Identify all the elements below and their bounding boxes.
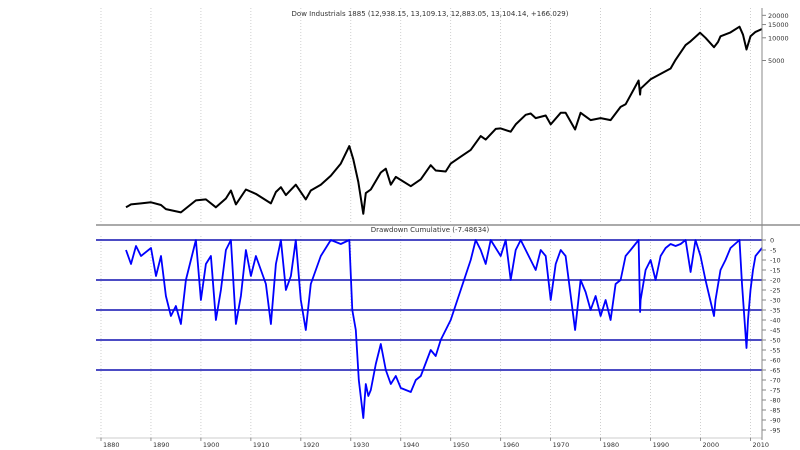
drawdown-y-tick-label: -65 [770, 367, 781, 375]
x-tick-label: 1940 [403, 441, 420, 449]
drawdown-y-tick-label: -75 [770, 387, 781, 395]
x-tick-label: 1880 [103, 441, 120, 449]
drawdown-y-tick-label: -55 [770, 347, 781, 355]
drawdown-y-axis-ticks: 0 -5 -10 -15 -20 -25 -30 -35 -40 -45 -50 -55 -60 -65 -… [762, 237, 781, 435]
x-tick-label: 1910 [253, 441, 270, 449]
drawdown-line [125, 239, 763, 419]
drawdown-y-tick-label: -30 [770, 297, 781, 305]
x-tick-label: 1980 [603, 441, 620, 449]
drawdown-y-tick-label: -20 [770, 277, 781, 285]
x-tick-label: 1890 [153, 441, 170, 449]
drawdown-y-tick-label: -95 [770, 427, 781, 435]
drawdown-panel: Drawdown Cumulative (-7.48634) 0 -5 -10 -15… [96, 226, 781, 440]
price-panel: Dow Industrials 1885 (12,938.15, 13,109.… [100, 8, 789, 222]
drawdown-chart-title: Drawdown Cumulative (-7.48634) [371, 226, 490, 234]
drawdown-reference-lines [96, 239, 762, 371]
price-line [125, 25, 763, 215]
price-y-tick-label: 15000 [768, 21, 789, 29]
x-tick-label: 1970 [553, 441, 570, 449]
drawdown-y-tick-label: -90 [770, 417, 781, 425]
x-axis: 1880 1890 1900 1910 1920 1930 1940 1950 1960 1970… [96, 437, 770, 449]
x-tick-label: 2010 [753, 441, 770, 449]
x-tick-label: 1990 [653, 441, 670, 449]
x-tick-label: 1960 [503, 441, 520, 449]
drawdown-y-tick-label: -25 [770, 287, 781, 295]
x-tick-label: 1950 [453, 441, 470, 449]
x-tick-label: 1920 [303, 441, 320, 449]
price-y-tick-label: 10000 [768, 34, 789, 42]
drawdown-y-tick-label: -80 [770, 397, 781, 405]
price-y-tick-label: 20000 [768, 12, 789, 20]
drawdown-y-tick-label: -15 [770, 267, 781, 275]
x-tick-label: 2000 [703, 441, 720, 449]
drawdown-y-tick-label: -10 [770, 257, 781, 265]
drawdown-y-tick-label: -35 [770, 307, 781, 315]
drawdown-y-tick-label: -50 [770, 337, 781, 345]
price-gridlines [100, 8, 751, 222]
price-chart-title: Dow Industrials 1885 (12,938.15, 13,109.… [292, 10, 569, 18]
price-series [125, 25, 763, 215]
drawdown-y-tick-label: -40 [770, 317, 781, 325]
drawdown-y-tick-label: -45 [770, 327, 781, 335]
x-tick-label: 1900 [203, 441, 220, 449]
drawdown-y-tick-label: -85 [770, 407, 781, 415]
drawdown-gridlines [100, 236, 751, 440]
price-y-tick-label: 5000 [768, 57, 785, 65]
drawdown-y-tick-label: -70 [770, 377, 781, 385]
x-tick-label: 1930 [353, 441, 370, 449]
drawdown-y-tick-label: -60 [770, 357, 781, 365]
drawdown-y-tick-label: -5 [770, 247, 776, 255]
drawdown-series [125, 239, 763, 419]
drawdown-y-tick-label: 0 [770, 237, 774, 245]
